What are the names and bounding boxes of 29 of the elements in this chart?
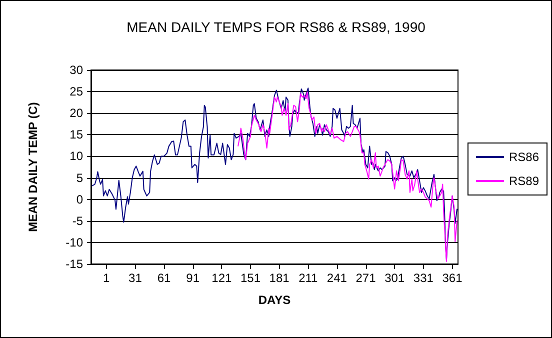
x-tick-label: 211 (298, 271, 318, 285)
x-tick-label: 31 (128, 271, 142, 285)
x-tick-label: 121 (212, 271, 232, 285)
x-tick-label: 331 (413, 271, 434, 285)
x-tick-label: 61 (157, 271, 172, 285)
y-tick-label: -10 (66, 235, 84, 250)
y-tick-label: 0 (76, 192, 84, 206)
x-axis-title: DAYS (258, 293, 291, 307)
x-tick-label: 151 (240, 271, 261, 285)
chart-title: MEAN DAILY TEMPS FOR RS86 & RS89, 1990 (126, 19, 426, 35)
line-series (237, 91, 458, 262)
y-tick-label: 30 (70, 63, 84, 77)
y-tick-label: 20 (70, 106, 84, 120)
x-tick-label: 1 (103, 271, 110, 285)
x-tick-label: 181 (269, 271, 290, 285)
y-tick-label: 10 (70, 149, 84, 164)
y-axis-title: MEAN DAILY TEMP (C) (26, 102, 40, 232)
x-tick-label: 91 (186, 271, 200, 285)
x-tick-label: 361 (442, 271, 463, 285)
x-tick-label: 271 (356, 271, 376, 285)
y-tick-label: 5 (76, 170, 84, 185)
x-tick-label: 241 (326, 271, 348, 285)
y-tick-label: 25 (70, 84, 84, 99)
legend-label: RS89 (508, 174, 540, 188)
y-tick-label: -5 (72, 214, 84, 228)
y-tick-label: 15 (70, 128, 84, 142)
x-tick-label: 301 (384, 271, 405, 285)
y-tick-label: -15 (66, 257, 84, 271)
legend-label: RS86 (508, 150, 540, 164)
